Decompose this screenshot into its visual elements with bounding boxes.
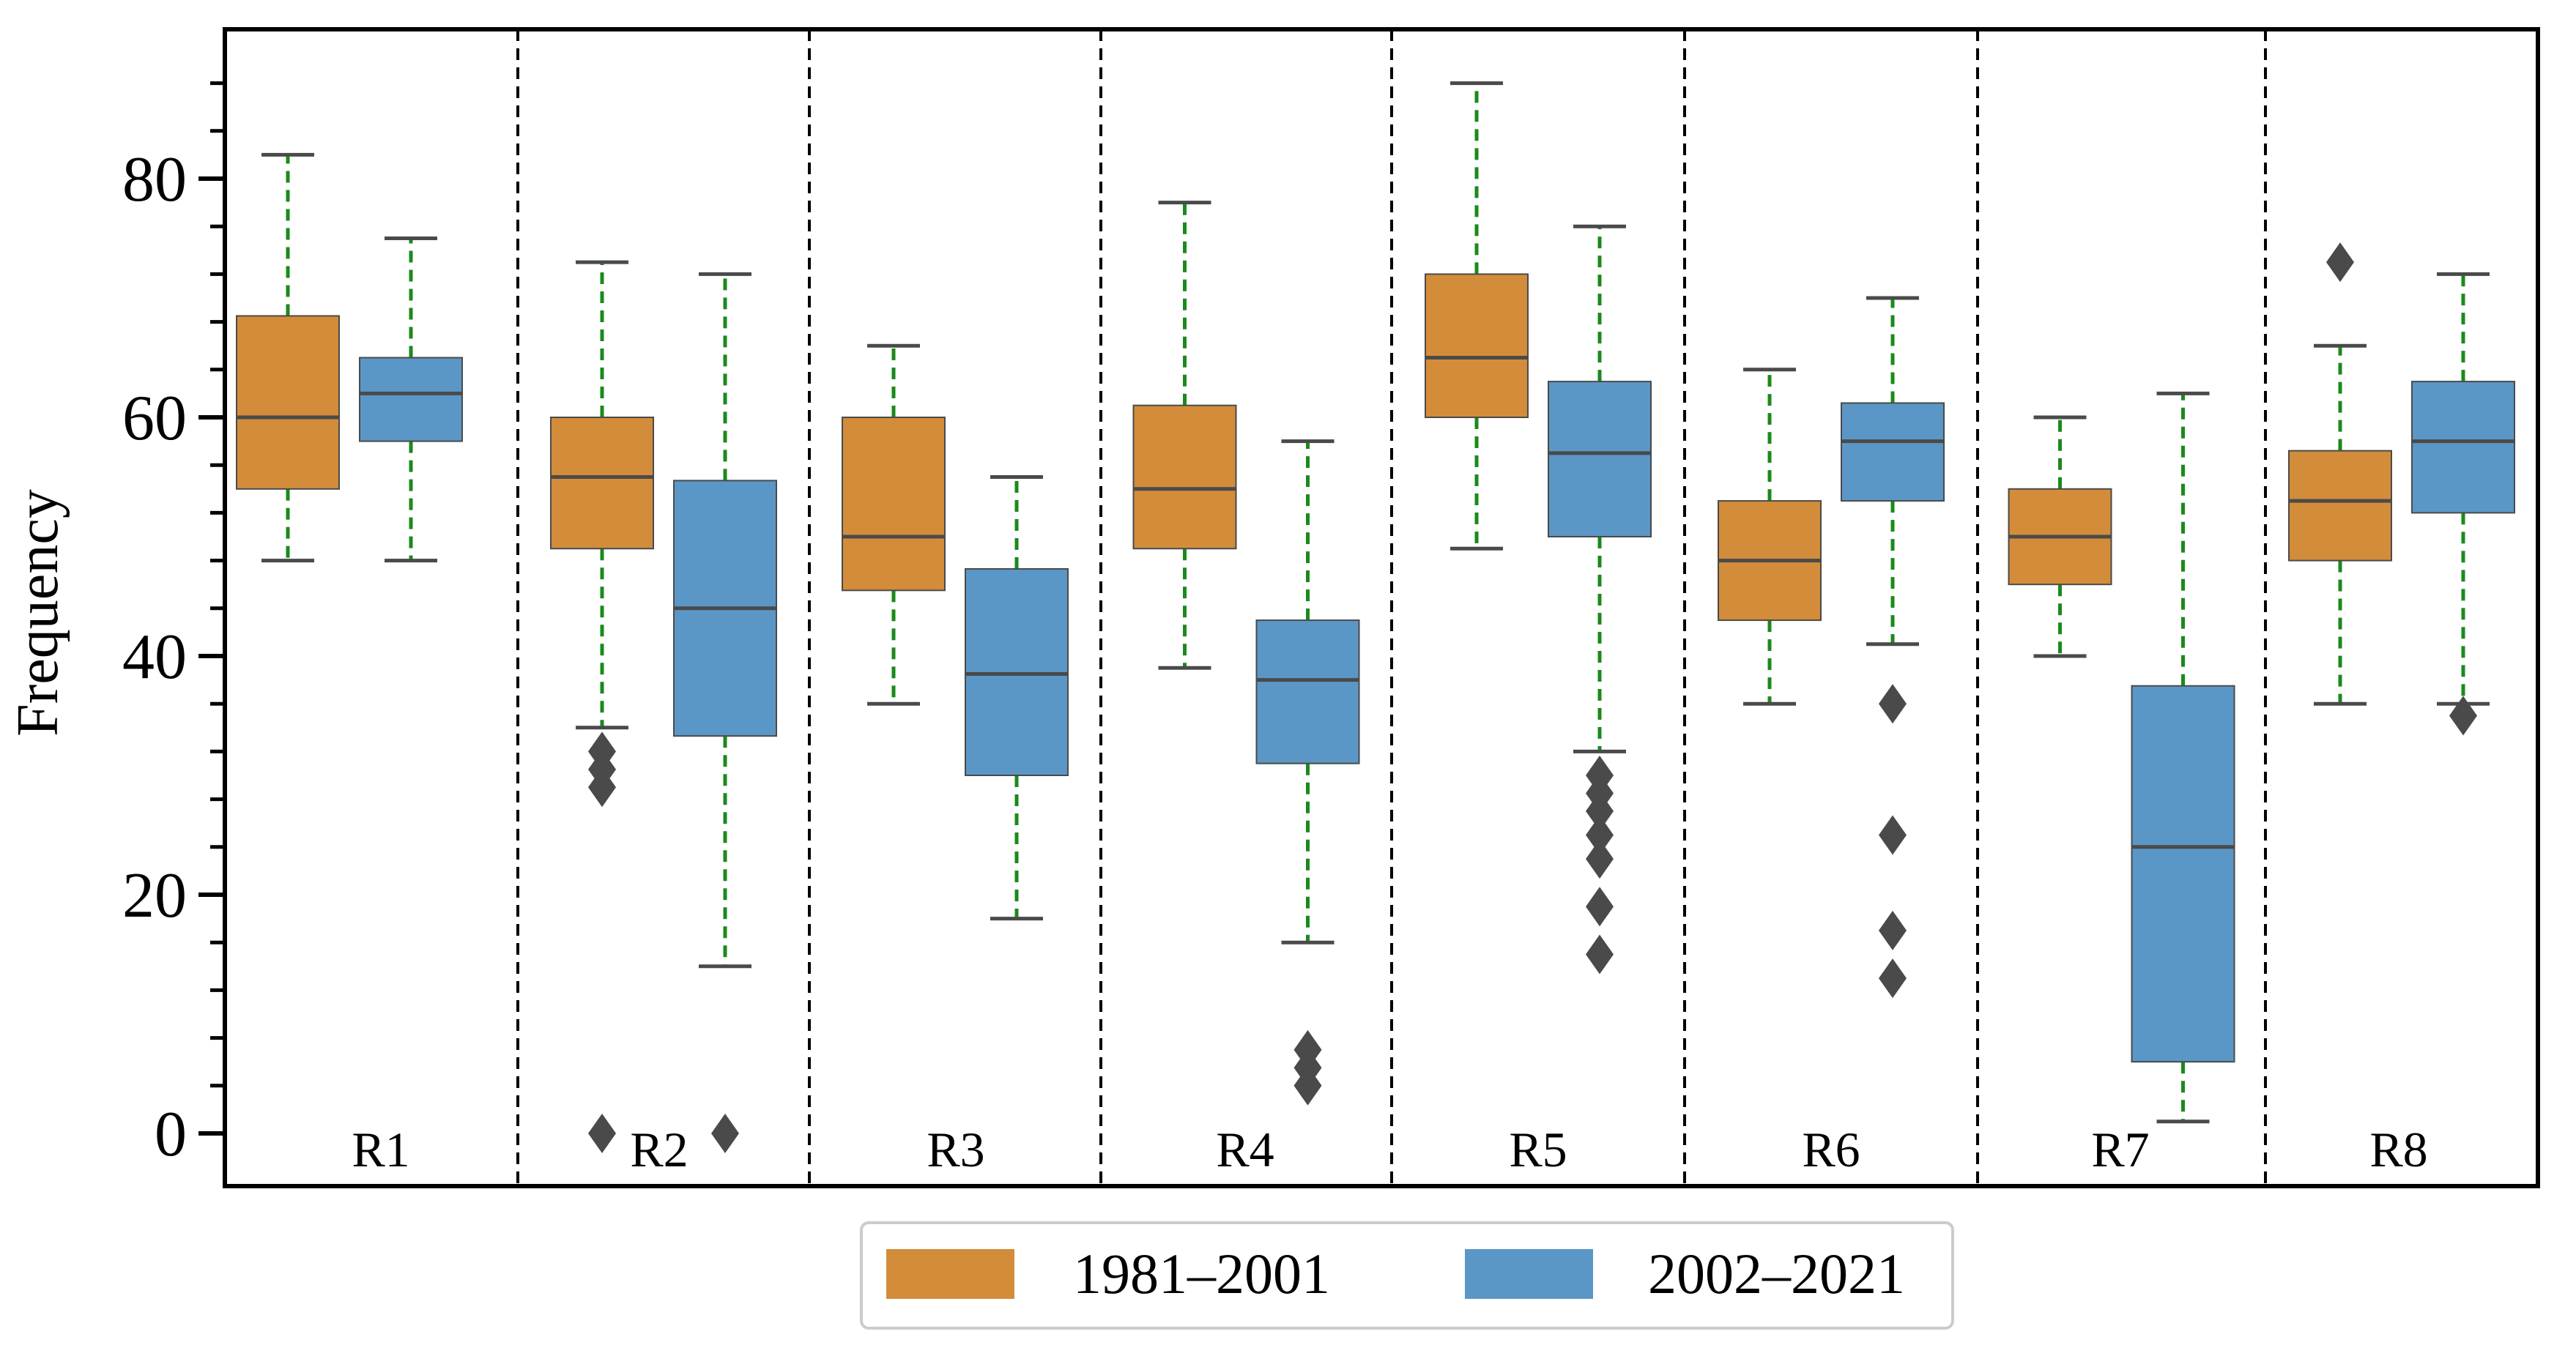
region-label-R1: R1 <box>352 1122 409 1177</box>
box-R8-early <box>2288 242 2392 706</box>
region-label-R5: R5 <box>1509 1122 1567 1177</box>
outlier-point <box>711 1114 739 1153</box>
region-label-R8: R8 <box>2369 1122 2427 1177</box>
y-tick-label: 80 <box>122 144 187 215</box>
box-R5-early <box>1425 81 1529 551</box>
box-R2-late <box>673 272 777 1153</box>
box-R3-early <box>842 343 946 706</box>
outlier-point <box>1586 887 1614 927</box>
iqr-box <box>1425 273 1529 418</box>
box-R6-late <box>1841 296 1945 999</box>
box-R5-late <box>1548 224 1652 975</box>
box-R1-late <box>359 236 463 563</box>
iqr-box <box>1841 402 1945 502</box>
iqr-box <box>550 417 654 550</box>
box-R7-early <box>2008 415 2112 658</box>
box-R2-early <box>550 260 654 1153</box>
legend-swatch-late <box>1465 1249 1593 1299</box>
outlier-point <box>588 767 616 808</box>
iqr-box <box>1132 404 1237 550</box>
legend-label-early: 1981–2001 <box>1073 1242 1330 1305</box>
outlier-point <box>1293 1065 1322 1106</box>
legend-swatch-early <box>886 1249 1014 1299</box>
box-R1-early <box>236 152 340 563</box>
iqr-box <box>2411 381 2515 514</box>
y-tick-label: 60 <box>122 383 187 454</box>
legend-frame <box>860 1221 1954 1330</box>
outlier-point <box>1879 684 1907 724</box>
y-tick-label: 0 <box>155 1099 187 1170</box>
box-R8-late <box>2411 272 2515 736</box>
legend: 1981–2001 2002–2021 <box>860 1221 1954 1330</box>
outlier-point <box>1586 839 1614 879</box>
plot-frame <box>223 27 2540 1188</box>
y-axis-title: Frequency <box>6 489 70 737</box>
iqr-box <box>1548 381 1652 537</box>
iqr-box <box>236 315 340 490</box>
iqr-box <box>359 357 463 442</box>
outlier-point <box>1879 815 1907 855</box>
box-R7-late <box>2131 391 2235 1124</box>
outlier-point <box>2326 242 2354 283</box>
outlier-point <box>588 1114 616 1153</box>
y-tick-label: 40 <box>122 622 187 693</box>
iqr-box <box>2288 450 2392 562</box>
outlier-point <box>1586 934 1614 975</box>
outlier-point <box>1879 958 1907 999</box>
region-label-R6: R6 <box>1802 1122 1860 1177</box>
outlier-point <box>2449 696 2477 736</box>
region-label-R3: R3 <box>927 1122 984 1177</box>
region-label-R2: R2 <box>630 1122 688 1177</box>
outlier-point <box>1879 910 1907 950</box>
box-R4-early <box>1132 201 1237 670</box>
iqr-box <box>842 417 946 592</box>
plot-area: 0 20 40 60 80 R1 R2 R3 R4 R5 R6 R7 R8 <box>122 27 2540 1188</box>
region-label-R7: R7 <box>2091 1122 2149 1177</box>
box-R3-late <box>965 475 1069 921</box>
outlier-point <box>1586 791 1614 831</box>
legend-label-late: 2002–2021 <box>1648 1242 1905 1305</box>
y-tick-label: 20 <box>122 860 187 931</box>
region-label-R4: R4 <box>1216 1122 1274 1177</box>
box-R4-late <box>1255 439 1360 1106</box>
iqr-box <box>2131 685 2235 1063</box>
iqr-box <box>1255 619 1360 764</box>
outlier-point <box>1586 815 1614 855</box>
box-R6-early <box>1718 368 1822 706</box>
